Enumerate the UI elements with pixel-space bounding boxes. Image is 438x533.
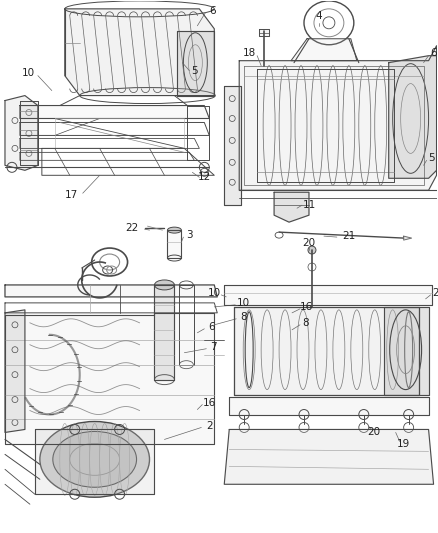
Text: 10: 10 — [21, 68, 35, 78]
Ellipse shape — [308, 246, 316, 254]
Text: 7: 7 — [210, 342, 217, 352]
Polygon shape — [155, 285, 174, 379]
Polygon shape — [5, 310, 25, 432]
Polygon shape — [65, 9, 214, 95]
Text: 5: 5 — [428, 154, 435, 163]
Ellipse shape — [155, 280, 174, 290]
Polygon shape — [404, 236, 412, 240]
Text: 5: 5 — [191, 66, 198, 76]
Text: 10: 10 — [208, 288, 221, 298]
Text: 6: 6 — [209, 6, 215, 16]
Text: 8: 8 — [303, 318, 309, 328]
Ellipse shape — [53, 431, 137, 487]
Text: 6: 6 — [430, 48, 437, 58]
Text: 20: 20 — [302, 238, 315, 248]
Polygon shape — [35, 430, 155, 494]
Ellipse shape — [167, 227, 181, 233]
Polygon shape — [234, 307, 419, 394]
Polygon shape — [5, 285, 217, 297]
Polygon shape — [5, 95, 38, 171]
Polygon shape — [5, 313, 214, 445]
Text: 4: 4 — [316, 11, 322, 21]
Text: 16: 16 — [299, 302, 313, 312]
Polygon shape — [291, 39, 357, 61]
Text: 10: 10 — [237, 298, 250, 308]
Text: 8: 8 — [240, 312, 247, 322]
Text: 2: 2 — [206, 422, 212, 432]
Text: 21: 21 — [342, 231, 356, 241]
Polygon shape — [155, 285, 174, 379]
Polygon shape — [224, 285, 431, 305]
Polygon shape — [274, 192, 309, 222]
Text: 6: 6 — [208, 322, 215, 332]
Polygon shape — [259, 29, 269, 36]
Text: 18: 18 — [243, 48, 256, 58]
Polygon shape — [167, 230, 181, 258]
Polygon shape — [20, 101, 38, 165]
Text: 17: 17 — [65, 190, 78, 200]
Text: 22: 22 — [125, 223, 138, 233]
Polygon shape — [177, 31, 214, 95]
Ellipse shape — [40, 422, 149, 497]
Text: 20: 20 — [367, 427, 380, 438]
Polygon shape — [389, 56, 437, 179]
Polygon shape — [239, 46, 437, 190]
Polygon shape — [229, 397, 428, 415]
Polygon shape — [224, 86, 241, 205]
Text: 16: 16 — [203, 398, 216, 408]
Polygon shape — [20, 106, 209, 118]
Text: 19: 19 — [397, 439, 410, 449]
Polygon shape — [274, 192, 309, 222]
Polygon shape — [224, 430, 434, 484]
Text: 11: 11 — [302, 200, 316, 210]
Text: 3: 3 — [186, 230, 193, 240]
Text: 2: 2 — [432, 288, 438, 298]
Polygon shape — [384, 307, 428, 394]
Text: 12: 12 — [198, 172, 211, 182]
